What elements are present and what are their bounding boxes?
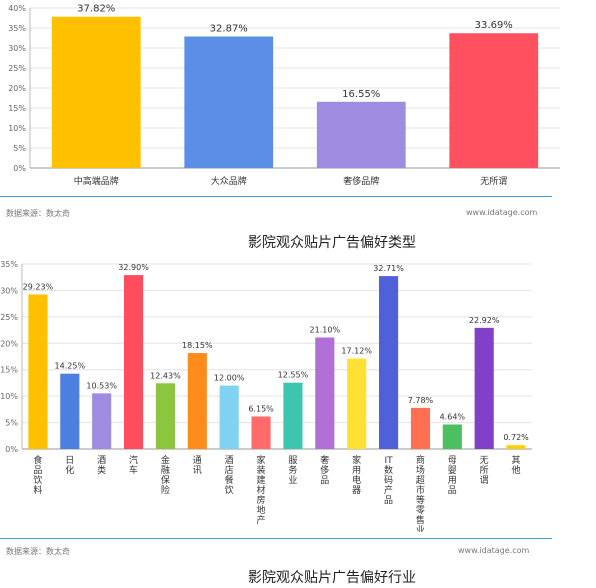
x-tick-label: 服务业 (288, 455, 297, 486)
y-tick-label: 0% (13, 164, 26, 173)
data-label: 18.15% (182, 341, 213, 350)
bar (92, 393, 112, 449)
y-tick-label: 30% (0, 286, 18, 295)
chart2-divider (0, 538, 552, 539)
y-tick-label: 30% (8, 44, 26, 53)
data-label: 7.78% (408, 396, 434, 405)
bar (283, 382, 303, 449)
chart2-source: 数据来源：数太奇 (6, 547, 70, 556)
chart2-caption: 影院观众贴片广告偏好行业 (248, 570, 416, 586)
bar (347, 358, 367, 449)
bar (184, 36, 274, 168)
ad-brand-preference-chart: 0% 5% 10% 15% 20% 25% 30% 35% 40% 37.82% 中高端品牌 32.8… (8, 4, 560, 187)
x-tick-label: 母婴用品 (448, 455, 457, 496)
x-tick-label: 家用电器 (352, 454, 361, 496)
x-tick-label: 商场超市等零售业 (416, 454, 425, 532)
x-tick-label: 其他 (512, 455, 521, 476)
data-label: 16.55% (342, 89, 380, 100)
ad-industry-preference-chart: 0% 5% 10% 15% 20% 25% 30% 35% 29.23% 食品饮料 14.25% 日化… (0, 260, 532, 532)
data-label: 10.53% (86, 381, 117, 390)
data-label: 12.55% (278, 371, 309, 380)
bar (51, 16, 141, 168)
x-tick-label: 酒店餐饮 (225, 455, 234, 496)
x-tick-label: IT 数码产品 (384, 456, 393, 506)
data-label: 17.12% (341, 347, 372, 356)
data-label: 33.69% (475, 20, 513, 31)
x-tick-label: 家装建材房地产 (257, 454, 266, 526)
data-label: 32.87% (210, 24, 248, 35)
bar (60, 373, 80, 449)
y-tick-label: 15% (0, 366, 18, 375)
bar (379, 276, 399, 449)
chart1-divider (0, 196, 552, 197)
bar (449, 33, 539, 168)
y-tick-label: 5% (13, 144, 26, 153)
x-tick-label: 汽车 (129, 454, 138, 476)
bar (187, 353, 207, 449)
y-tick-label: 35% (8, 24, 26, 33)
data-label: 12.00% (214, 374, 245, 383)
chart1-website: www.idatage.com (466, 208, 538, 217)
x-tick-label: 奢侈品 (320, 454, 329, 486)
bar (219, 385, 239, 449)
bar (410, 407, 430, 449)
data-label: 22.92% (469, 316, 500, 325)
bar (315, 337, 335, 449)
x-tick-label: 通讯 (193, 455, 202, 476)
y-tick-label: 10% (8, 124, 26, 133)
data-label: 14.25% (55, 362, 86, 371)
bar (124, 275, 144, 449)
y-tick-label: 10% (0, 392, 18, 401)
bar (506, 445, 526, 449)
x-tick-label: 大众品牌 (211, 175, 247, 187)
data-label: 4.64% (440, 412, 466, 421)
x-tick-label: 日化 (65, 455, 74, 476)
data-label: 32.90% (118, 263, 149, 272)
x-tick-label: 无所谓 (480, 455, 489, 486)
bar (251, 416, 271, 449)
data-label: 6.15% (248, 404, 274, 413)
chart2-website: www.idatage.com (458, 546, 530, 555)
y-tick-label: 20% (8, 84, 26, 93)
x-tick-label: 无所谓 (480, 176, 507, 187)
chart1-caption: 影院观众贴片广告偏好类型 (248, 235, 416, 251)
y-tick-label: 25% (8, 64, 26, 73)
bar (316, 101, 406, 168)
bar (28, 294, 48, 449)
data-label: 12.43% (150, 371, 181, 380)
y-tick-label: 0% (5, 445, 18, 454)
x-tick-label: 奢侈品牌 (343, 175, 379, 187)
bar (474, 327, 494, 449)
data-label: 37.82% (77, 4, 115, 15)
chart1-source: 数据来源：数太奇 (6, 209, 70, 218)
y-tick-label: 25% (0, 313, 18, 322)
x-tick-label: 金融保险 (161, 454, 170, 496)
x-tick-label: 中高端品牌 (74, 175, 119, 187)
x-tick-label: 食品饮料 (33, 454, 42, 496)
data-label: 0.72% (503, 433, 529, 442)
y-tick-label: 35% (0, 260, 18, 269)
y-tick-label: 5% (5, 419, 18, 428)
y-tick-label: 40% (8, 4, 26, 13)
data-label: 32.71% (373, 264, 404, 273)
y-tick-label: 15% (8, 104, 26, 113)
x-tick-label: 酒类 (97, 455, 106, 476)
bar (155, 383, 175, 449)
data-label: 29.23% (23, 282, 54, 291)
y-tick-label: 20% (0, 339, 18, 348)
bar (442, 424, 462, 449)
data-label: 21.10% (310, 325, 341, 334)
